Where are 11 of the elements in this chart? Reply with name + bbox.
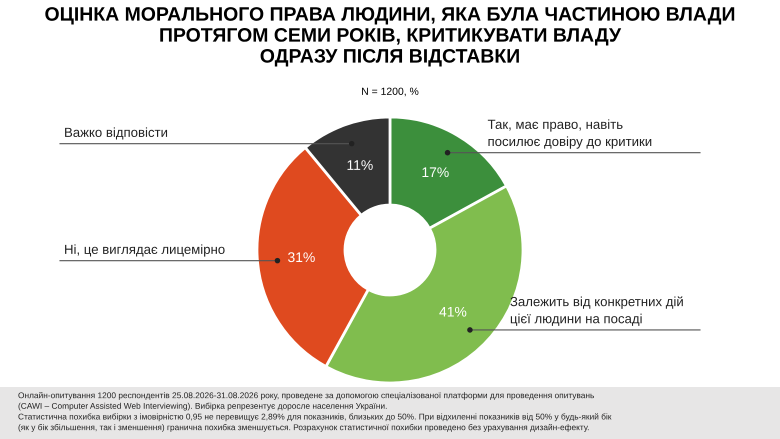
slice-label: Залежить від конкретних дій цієї людини на посаді [510, 296, 683, 326]
data-label: 17% [422, 167, 449, 178]
slice-label: Ні, це виглядає лицемірно [65, 244, 225, 257]
chart-title: ОЦІНКА МОРАЛЬНОГО ПРАВА ЛЮДИНИ, ЯКА БУЛА ЧАСТИНОЮ ВЛАДИ ПРОТЯГОМ СЕМИ РОКІВ, КРИТИКУВАТИ ВЛАДУ ОДРАЗУ ПІСЛЯ ВІДСТАВКИ [45, 7, 734, 66]
data-label: 11% [348, 160, 373, 170]
slice-label: Важко відповісти [65, 127, 168, 140]
data-label: 41% [439, 306, 466, 317]
data-label: 31% [288, 252, 315, 262]
chart-subtitle: N = 1200, % [362, 88, 418, 96]
slice-label: Так, має право, навіть посилює довіру до критики [488, 119, 652, 149]
text: Онлайн-опитування 1200 респондентів 25.08.2026-31.08.2026 року, проведене за допомогою спеціалізованої платформи для проведення опитувань (CAWI – Computer Assisted Web Interviewing). Вибірка репрезентує доросле населення України. Статистична похибка вибірки з імовірністю 0,95 не перевищує 2,89% для показників, близьких до 50%. При відхиленні показників від 50% у будь-який бік (як у бік збільшення, так і зменшення) гранична похибка зменшується. Розрахунок статистичної похибки проведено без урахування дизайн-ефекту. [18, 392, 612, 432]
